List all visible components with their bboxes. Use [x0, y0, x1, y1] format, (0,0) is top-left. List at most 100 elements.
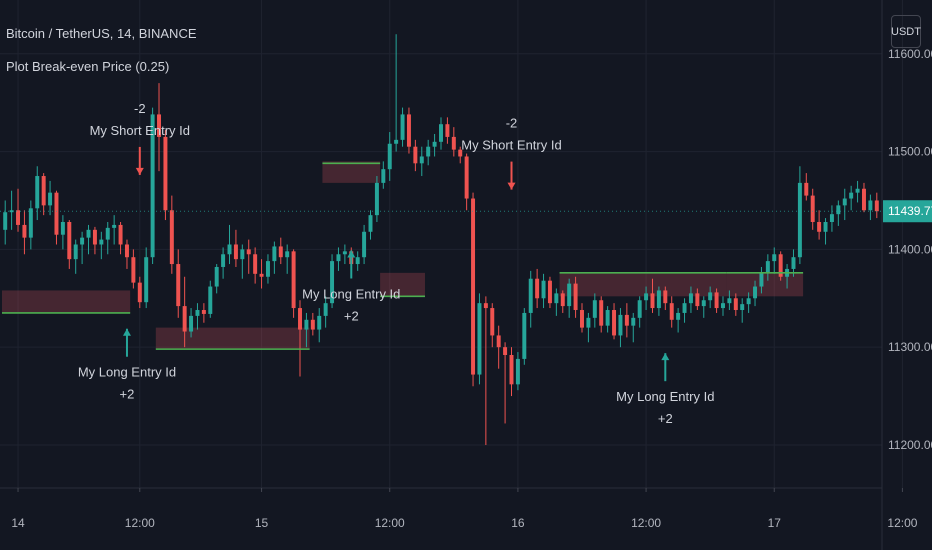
candle-down [612, 310, 617, 336]
candle-down [483, 303, 488, 309]
candle-down [817, 221, 822, 232]
signal-label: My Short Entry Id [90, 123, 190, 138]
candle-up [208, 286, 213, 314]
candle-down [509, 354, 514, 385]
candle-up [522, 312, 527, 359]
signal-qty: +2 [120, 387, 135, 402]
candle-down [182, 306, 187, 332]
candle-down [67, 221, 72, 260]
signal-label: My Long Entry Id [616, 389, 714, 404]
signal-label: My Short Entry Id [461, 138, 561, 153]
candle-up [592, 300, 597, 318]
candle-up [586, 317, 591, 328]
candle-down [253, 254, 258, 274]
signal-qty: +2 [344, 308, 359, 323]
candle-up [285, 251, 290, 258]
price-tick-label: 11400.00 [888, 242, 932, 256]
candle-up [759, 272, 764, 287]
time-tick-label: 12:00 [887, 516, 917, 530]
candle-up [355, 257, 360, 265]
candle-up [477, 303, 482, 375]
symbol-legend[interactable]: Bitcoin / TetherUS, 14, BINANCE [6, 26, 197, 41]
signal-label: My Long Entry Id [78, 365, 176, 380]
arrow-up-icon [347, 250, 356, 258]
candle-up [227, 244, 232, 255]
candle-down [246, 249, 251, 255]
candle-down [573, 283, 578, 311]
candle-up [304, 319, 309, 330]
candle-up [842, 198, 847, 206]
candle-down [874, 200, 879, 212]
price-tick-label: 11200.00 [888, 438, 932, 452]
candle-up [28, 208, 33, 238]
candle-down [92, 229, 97, 245]
candle-down [54, 192, 59, 235]
candle-down [663, 290, 668, 304]
break-even-band [322, 161, 381, 183]
candle-down [445, 124, 450, 137]
candle-up [265, 261, 270, 277]
price-tick-label: 11600.00 [888, 47, 932, 61]
candle-up [189, 315, 194, 332]
candle-down [310, 319, 315, 330]
candle-down [560, 293, 565, 307]
price-tick-label: 11500.00 [888, 145, 932, 159]
candle-down [804, 182, 809, 196]
candle-up [86, 229, 91, 238]
indicator-legend[interactable]: Plot Break-even Price (0.25) [6, 59, 170, 74]
candle-down [471, 198, 476, 375]
time-tick-label: 12:00 [631, 516, 661, 530]
candle-up [387, 143, 392, 170]
candle-down [669, 303, 674, 320]
candle-down [413, 146, 418, 164]
candle-up [740, 304, 745, 311]
candle-up [855, 188, 860, 193]
candle-up [605, 310, 610, 326]
candle-up [836, 205, 841, 215]
break-even-lines [2, 162, 804, 350]
candle-up [48, 192, 53, 206]
price-tick-label: 11300.00 [888, 340, 932, 354]
arrow-down-icon [507, 182, 516, 190]
candle-down [131, 257, 136, 283]
signal-qty: -2 [506, 116, 518, 131]
candle-up [73, 244, 78, 260]
break-even-band [726, 272, 804, 297]
arrow-up-icon [661, 353, 670, 361]
candle-up [829, 214, 834, 222]
candle-down [733, 298, 738, 311]
candle-up [342, 251, 347, 255]
candle-up [323, 303, 328, 316]
candle-up [400, 114, 405, 140]
candle-up [317, 315, 322, 330]
candle-down [714, 292, 719, 309]
long-signal: My Long Entry Id +2 [302, 250, 400, 323]
candle-down [16, 210, 21, 225]
candle-up [374, 182, 379, 216]
candle-up [682, 303, 687, 313]
candle-down [41, 176, 46, 206]
candle-down [163, 136, 168, 211]
candle-up [541, 280, 546, 299]
candle-down [278, 246, 283, 258]
candle-up [368, 215, 373, 232]
break-even-band [155, 327, 310, 350]
price-axis[interactable]: 11600.00 11500.00 11400.00 11300.00 11200.00… [0, 47, 932, 452]
candle-up [272, 246, 277, 262]
candle-up [144, 257, 149, 303]
candle-down [547, 280, 552, 304]
candle-down [22, 224, 27, 238]
time-tick-label: 12:00 [375, 516, 405, 530]
candle-up [330, 261, 335, 304]
candle-up [753, 286, 758, 299]
candle-down [458, 149, 463, 157]
candle-down [201, 310, 206, 314]
currency-button[interactable]: USDT [891, 15, 921, 48]
candle-up [554, 293, 559, 304]
time-tick-label: 15 [255, 516, 269, 530]
signal-label: My Long Entry Id [302, 286, 400, 301]
